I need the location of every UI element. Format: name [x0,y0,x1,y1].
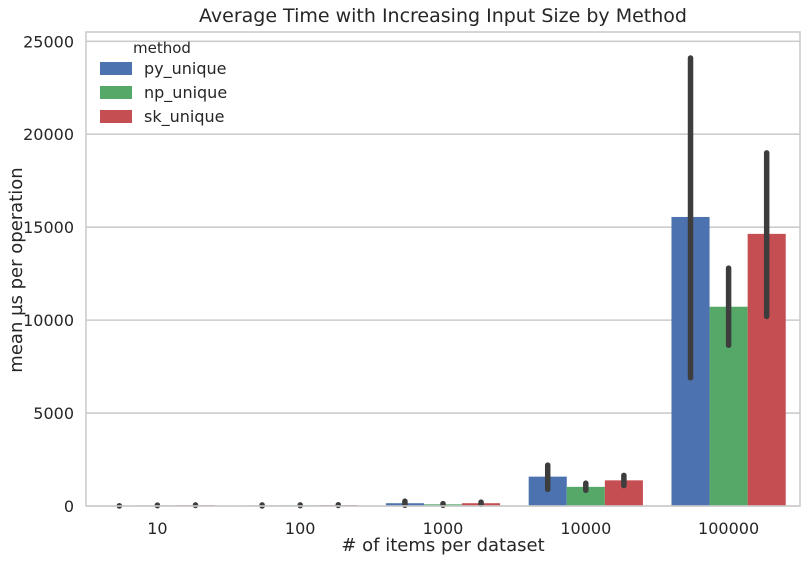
x-axis-label: # of items per dataset [341,535,544,556]
x-tick-label: 100 [285,519,316,538]
legend-swatch-sk_unique [100,110,132,123]
legend: method py_unique np_unique sk_unique [100,39,227,127]
legend-label-sk_unique: sk_unique [144,107,224,127]
legend-label-py_unique: py_unique [144,59,227,79]
x-tick-label: 10000 [560,519,611,538]
y-tick-label: 15000 [23,218,74,237]
legend-entries: py_unique np_unique sk_unique [100,59,227,127]
y-tick-label: 20000 [23,125,74,144]
bars-layer [100,217,785,506]
chart-title: Average Time with Increasing Input Size … [199,5,687,27]
legend-swatch-np_unique [100,86,132,99]
y-tick-label: 5000 [33,404,74,423]
y-tick-labels: 0 5000 10000 15000 20000 25000 [23,32,74,516]
legend-label-np_unique: np_unique [144,83,227,103]
legend-swatch-py_unique [100,62,132,75]
x-tick-label: 10 [147,519,167,538]
x-tick-label: 100000 [698,519,759,538]
y-tick-label: 10000 [23,311,74,330]
legend-title: method [133,39,191,57]
y-tick-label: 25000 [23,32,74,51]
y-tick-label: 0 [64,497,74,516]
y-axis-label: mean µs per operation [6,167,27,372]
